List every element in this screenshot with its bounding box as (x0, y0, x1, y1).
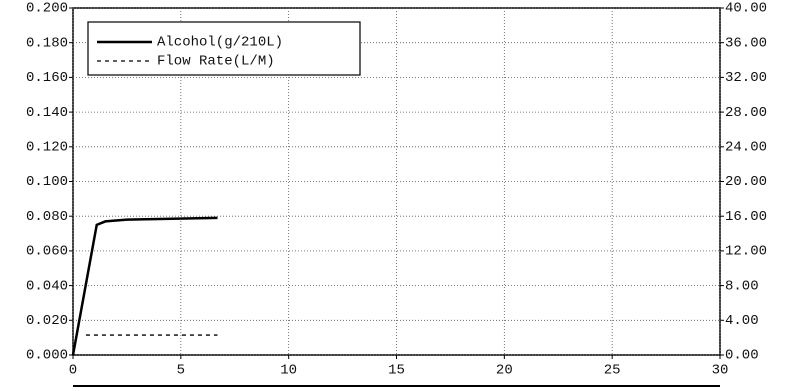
y-tick-label: 0.020 (26, 313, 68, 329)
y2-tick-label: 16.00 (725, 209, 767, 225)
x-tick-label: 10 (280, 363, 297, 379)
x-tick-label: 30 (712, 363, 729, 379)
y2-tick-label: 20.00 (725, 174, 767, 190)
y-tick-label: 0.120 (26, 140, 68, 156)
y-tick-label: 0.040 (26, 278, 68, 294)
y-tick-label: 0.060 (26, 244, 68, 260)
y2-tick-label: 0.00 (725, 348, 759, 364)
y2-tick-label: 8.00 (725, 278, 759, 294)
series-line (71, 216, 218, 356)
y2-tick-label: 28.00 (725, 105, 767, 121)
y-tick-label: 0.180 (26, 35, 68, 51)
y2-tick-label: 32.00 (725, 70, 767, 86)
x-tick-label: 15 (388, 363, 405, 379)
x-tick-label: 20 (496, 363, 513, 379)
y2-tick-label: 40.00 (725, 1, 767, 17)
y-tick-label: 0.160 (26, 70, 68, 86)
x-tick-label: 5 (177, 363, 185, 379)
y-tick-label: 0.080 (26, 209, 68, 225)
legend-label: Flow Rate(L/M) (157, 54, 275, 70)
y-tick-label: 0.140 (26, 105, 68, 121)
y2-tick-label: 36.00 (725, 35, 767, 51)
legend-box (87, 21, 361, 76)
y-tick-label: 0.000 (26, 348, 68, 364)
y2-tick-label: 24.00 (725, 140, 767, 156)
x-tick-label: 25 (604, 363, 621, 379)
y-tick-label: 0.200 (26, 1, 68, 17)
legend-label: Alcohol(g/210L) (157, 35, 283, 51)
y-tick-label: 0.100 (26, 174, 68, 190)
y2-tick-label: 4.00 (725, 313, 759, 329)
x-tick-label: 0 (69, 363, 77, 379)
y2-tick-label: 12.00 (725, 244, 767, 260)
